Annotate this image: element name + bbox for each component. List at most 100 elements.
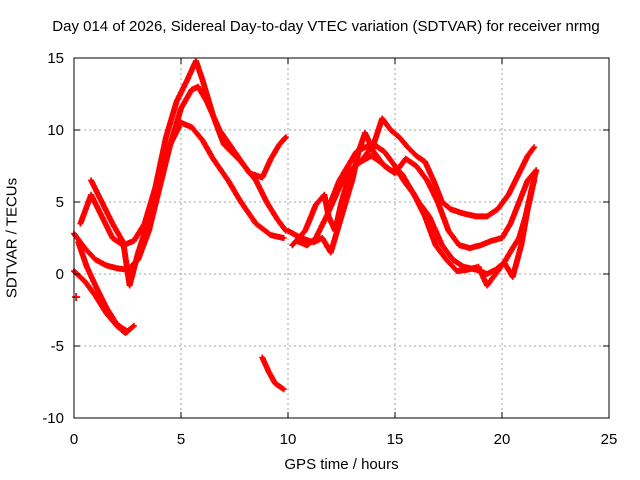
data-point bbox=[436, 200, 440, 204]
data-point bbox=[477, 265, 480, 269]
data-point bbox=[432, 178, 435, 182]
data-point bbox=[397, 135, 401, 139]
series-track-7 bbox=[289, 115, 538, 249]
data-point bbox=[372, 142, 376, 146]
data-point bbox=[185, 78, 189, 82]
data-point bbox=[275, 217, 279, 221]
data-point bbox=[196, 85, 200, 89]
data-point bbox=[372, 150, 376, 154]
data-point bbox=[440, 200, 444, 204]
data-point bbox=[254, 222, 258, 226]
data-point bbox=[382, 150, 386, 154]
data-point bbox=[474, 214, 478, 218]
data-point bbox=[502, 261, 506, 264]
data-point bbox=[132, 239, 136, 243]
data-point bbox=[393, 164, 397, 168]
data-point bbox=[451, 258, 455, 262]
series-track-3 bbox=[88, 119, 287, 289]
data-point bbox=[322, 193, 326, 197]
data-point bbox=[239, 160, 243, 164]
data-markers bbox=[289, 115, 538, 249]
x-tick-label: 25 bbox=[601, 431, 618, 448]
data-point bbox=[423, 160, 427, 164]
data-point bbox=[329, 200, 333, 204]
data-point bbox=[132, 324, 136, 328]
data-point bbox=[534, 168, 538, 172]
y-tick-label: -5 bbox=[51, 338, 64, 355]
data-point bbox=[350, 178, 354, 182]
data-point bbox=[168, 142, 172, 146]
data-point bbox=[111, 236, 114, 240]
data-point bbox=[449, 207, 453, 211]
data-point bbox=[147, 217, 151, 221]
outlier-point bbox=[72, 293, 81, 302]
chart-title: Day 014 of 2026, Sidereal Day-to-day VTE… bbox=[52, 18, 600, 35]
data-point bbox=[200, 78, 204, 82]
y-tick-label: 15 bbox=[47, 50, 64, 67]
x-tick-label: 5 bbox=[177, 431, 185, 448]
series-track-6 bbox=[259, 354, 287, 393]
data-point bbox=[414, 164, 418, 168]
data-point bbox=[519, 243, 523, 247]
data-point bbox=[314, 236, 318, 240]
data-point bbox=[447, 229, 450, 233]
data-point bbox=[269, 233, 273, 237]
data-point bbox=[500, 236, 504, 240]
data-point bbox=[389, 168, 393, 172]
data-point bbox=[305, 243, 309, 247]
data-point bbox=[115, 322, 119, 326]
data-point bbox=[526, 154, 530, 158]
data-markers bbox=[259, 354, 287, 393]
data-point bbox=[222, 142, 226, 146]
series-track-10 bbox=[327, 141, 538, 289]
data-point bbox=[363, 131, 367, 135]
data-point bbox=[290, 243, 294, 247]
data-point bbox=[190, 125, 194, 129]
data-point bbox=[511, 246, 515, 250]
data-point bbox=[83, 279, 87, 283]
data-point bbox=[485, 284, 489, 287]
data-point bbox=[414, 154, 418, 158]
data-point bbox=[175, 99, 179, 103]
outlier-marker bbox=[72, 293, 81, 302]
data-point bbox=[115, 266, 119, 270]
data-point bbox=[194, 59, 198, 63]
data-point bbox=[325, 214, 328, 218]
data-point bbox=[314, 203, 318, 207]
data-point bbox=[489, 239, 493, 243]
data-point bbox=[337, 178, 341, 182]
data-point bbox=[260, 176, 264, 179]
data-point bbox=[282, 236, 286, 240]
data-point bbox=[526, 178, 530, 182]
data-point bbox=[457, 243, 461, 247]
data-point bbox=[164, 135, 168, 139]
data-point bbox=[78, 222, 82, 226]
data-point bbox=[496, 207, 500, 211]
data-point bbox=[265, 200, 269, 204]
data-point bbox=[402, 178, 406, 182]
data-point bbox=[277, 142, 281, 146]
plot-frame bbox=[73, 57, 610, 419]
data-point bbox=[355, 150, 358, 154]
data-point bbox=[485, 214, 489, 218]
data-point bbox=[89, 193, 93, 197]
data-point bbox=[89, 178, 93, 182]
data-point bbox=[340, 200, 343, 204]
x-tick-label: 15 bbox=[387, 431, 404, 448]
data-point bbox=[269, 157, 273, 161]
data-point bbox=[363, 145, 367, 149]
data-point bbox=[335, 229, 339, 233]
data-point bbox=[348, 168, 352, 172]
data-point bbox=[190, 88, 194, 92]
grid-layer bbox=[74, 58, 609, 418]
data-point bbox=[295, 239, 299, 243]
data-point bbox=[532, 145, 536, 149]
tick-layer: 0 5 10 15 20 25 -10 -5 0 5 10 15 bbox=[42, 50, 617, 448]
data-point bbox=[121, 240, 125, 244]
data-point bbox=[111, 222, 114, 226]
data-point bbox=[509, 222, 513, 226]
data-point bbox=[462, 212, 465, 215]
x-tick-label: 20 bbox=[494, 431, 511, 448]
y-tick-label: 10 bbox=[47, 122, 64, 139]
